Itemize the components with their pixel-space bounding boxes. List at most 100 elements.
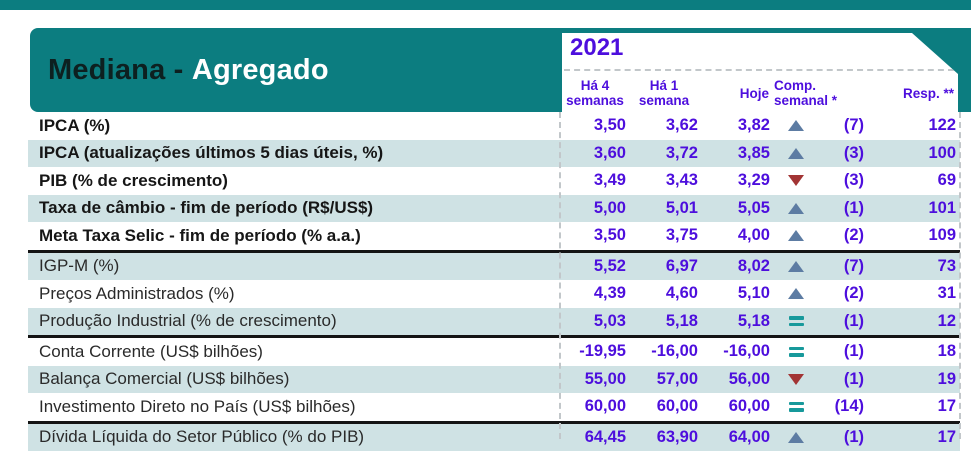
- trend-eq-icon: [789, 345, 804, 358]
- value-ha-1-semana: 5,01: [628, 199, 700, 218]
- title-primary: Mediana -: [48, 54, 192, 87]
- value-hoje: 56,00: [700, 370, 772, 389]
- value-ha-4-semanas: 5,00: [558, 199, 628, 218]
- value-ha-4-semanas: 3,50: [558, 226, 628, 245]
- value-ha-1-semana: -16,00: [628, 342, 700, 361]
- comp-semanal-count: (1): [820, 312, 868, 331]
- title-secondary: Agregado: [192, 54, 329, 87]
- trend-cell: [772, 432, 820, 443]
- column-header-ha-1-semana: Há 1 semana: [628, 79, 700, 109]
- dashed-divider-left: [559, 112, 561, 439]
- column-headers: Há 4 semanas Há 1 semana Hoje Comp. sema…: [562, 79, 958, 109]
- table-row: IPCA (atualizações últimos 5 dias úteis,…: [28, 140, 960, 168]
- comp-semanal-count: (2): [820, 226, 868, 245]
- year-label: 2021: [570, 34, 623, 62]
- value-hoje: 64,00: [700, 428, 772, 447]
- trend-cell: [772, 261, 820, 272]
- value-ha-1-semana: 63,90: [628, 428, 700, 447]
- value-ha-4-semanas: 3,50: [558, 116, 628, 135]
- row-label: Investimento Direto no País (US$ bilhões…: [28, 397, 558, 417]
- trend-cell: [772, 345, 820, 358]
- resp-count: 122: [868, 116, 960, 135]
- value-hoje: 3,82: [700, 116, 772, 135]
- resp-count: 101: [868, 199, 960, 218]
- page-title: Mediana - Agregado: [48, 28, 329, 112]
- trend-cell: [772, 175, 820, 186]
- dashed-divider-right: [959, 112, 961, 439]
- resp-count: 17: [868, 428, 960, 447]
- comp-semanal-count: (3): [820, 171, 868, 190]
- value-ha-1-semana: 4,60: [628, 284, 700, 303]
- value-hoje: 5,05: [700, 199, 772, 218]
- year-divider: [564, 69, 954, 71]
- row-label: PIB (% de crescimento): [28, 171, 558, 191]
- row-label: Conta Corrente (US$ bilhões): [28, 342, 558, 362]
- value-ha-4-semanas: 5,03: [558, 312, 628, 331]
- trend-up-icon: [788, 203, 804, 214]
- trend-cell: [772, 230, 820, 241]
- trend-cell: [772, 315, 820, 328]
- value-ha-4-semanas: 4,39: [558, 284, 628, 303]
- value-ha-1-semana: 3,43: [628, 171, 700, 190]
- value-ha-4-semanas: -19,95: [558, 342, 628, 361]
- table-row: Balança Comercial (US$ bilhões) 55,00 57…: [28, 366, 960, 394]
- value-hoje: 3,29: [700, 171, 772, 190]
- comp-semanal-count: (1): [820, 428, 868, 447]
- resp-count: 69: [868, 171, 960, 190]
- table-row: Dívida Líquida do Setor Público (% do PI…: [28, 424, 960, 451]
- year-panel: 2021 Há 4 semanas Há 1 semana Hoje Comp.…: [562, 33, 958, 112]
- trend-cell: [772, 120, 820, 131]
- trend-cell: [772, 148, 820, 159]
- value-ha-4-semanas: 64,45: [558, 428, 628, 447]
- comp-semanal-count: (1): [820, 370, 868, 389]
- trend-down-icon: [788, 175, 804, 186]
- column-header-ha-4-semanas: Há 4 semanas: [562, 79, 628, 109]
- value-ha-1-semana: 6,97: [628, 257, 700, 276]
- comp-semanal-count: (1): [820, 199, 868, 218]
- trend-up-icon: [788, 148, 804, 159]
- value-hoje: -16,00: [700, 342, 772, 361]
- row-label: Dívida Líquida do Setor Público (% do PI…: [28, 427, 558, 447]
- value-ha-1-semana: 3,75: [628, 226, 700, 245]
- value-ha-4-semanas: 5,52: [558, 257, 628, 276]
- table-rows: IPCA (%) 3,50 3,62 3,82 (7) 122 IPCA (at…: [0, 112, 971, 451]
- row-label: Preços Administrados (%): [28, 284, 558, 304]
- table-row: IGP-M (%) 5,52 6,97 8,02 (7) 73: [28, 253, 960, 281]
- resp-count: 19: [868, 370, 960, 389]
- value-ha-1-semana: 3,62: [628, 116, 700, 135]
- value-hoje: 4,00: [700, 226, 772, 245]
- value-ha-1-semana: 5,18: [628, 312, 700, 331]
- comp-semanal-count: (2): [820, 284, 868, 303]
- column-header-hoje: Hoje: [700, 87, 772, 102]
- value-hoje: 5,18: [700, 312, 772, 331]
- value-hoje: 5,10: [700, 284, 772, 303]
- comp-semanal-count: (7): [820, 116, 868, 135]
- value-ha-4-semanas: 3,49: [558, 171, 628, 190]
- comp-semanal-count: (7): [820, 257, 868, 276]
- trend-up-icon: [788, 432, 804, 443]
- value-hoje: 60,00: [700, 397, 772, 416]
- table-row: Preços Administrados (%) 4,39 4,60 5,10 …: [28, 280, 960, 308]
- trend-cell: [772, 400, 820, 413]
- value-ha-1-semana: 57,00: [628, 370, 700, 389]
- resp-count: 12: [868, 312, 960, 331]
- column-header-resp: Resp. **: [868, 87, 958, 102]
- resp-count: 17: [868, 397, 960, 416]
- comp-semanal-count: (1): [820, 342, 868, 361]
- value-ha-4-semanas: 3,60: [558, 144, 628, 163]
- table-row: IPCA (%) 3,50 3,62 3,82 (7) 122: [28, 112, 960, 140]
- comp-semanal-count: (14): [820, 397, 868, 416]
- value-ha-4-semanas: 60,00: [558, 397, 628, 416]
- table-row: Taxa de câmbio - fim de período (R$/US$)…: [28, 195, 960, 223]
- resp-count: 18: [868, 342, 960, 361]
- table-row: PIB (% de crescimento) 3,49 3,43 3,29 (3…: [28, 167, 960, 195]
- trend-cell: [772, 374, 820, 385]
- resp-count: 109: [868, 226, 960, 245]
- resp-count: 73: [868, 257, 960, 276]
- resp-count: 31: [868, 284, 960, 303]
- value-hoje: 8,02: [700, 257, 772, 276]
- table-row: Conta Corrente (US$ bilhões) -19,95 -16,…: [28, 338, 960, 366]
- value-ha-1-semana: 60,00: [628, 397, 700, 416]
- value-hoje: 3,85: [700, 144, 772, 163]
- resp-count: 100: [868, 144, 960, 163]
